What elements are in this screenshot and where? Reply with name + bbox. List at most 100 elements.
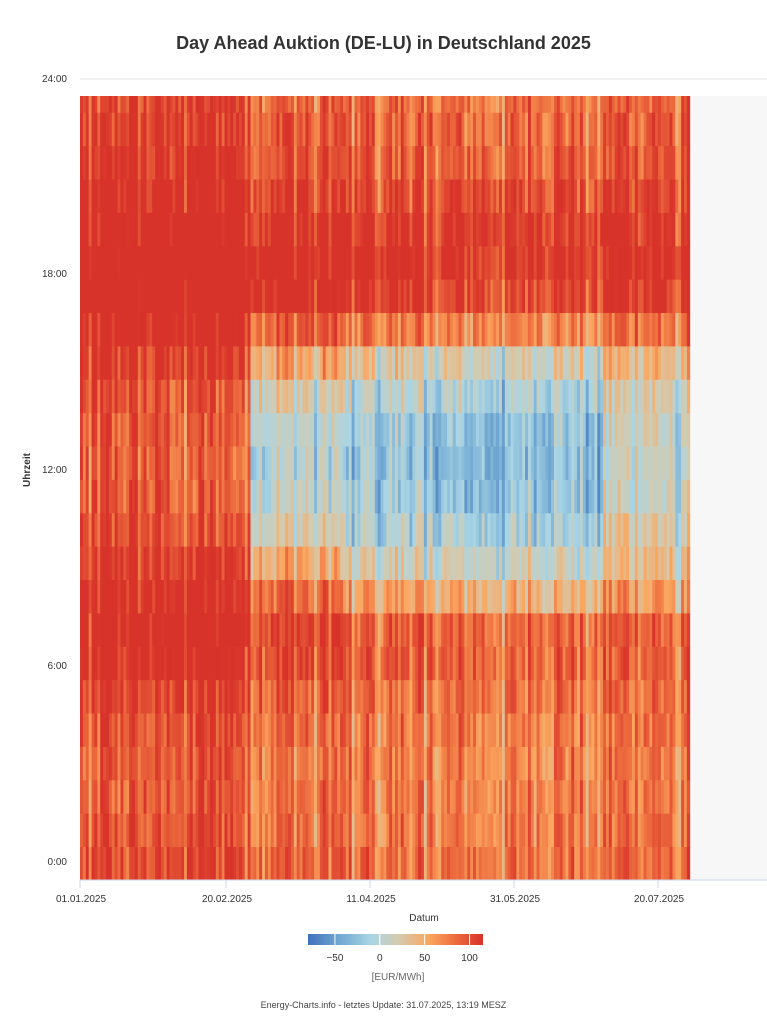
heatmap-cell: [267, 145, 272, 180]
heatmap-cell: [181, 813, 185, 848]
heatmap-cell: [577, 179, 581, 213]
heatmap-cell: [146, 379, 150, 414]
heatmap-cell: [444, 412, 448, 447]
heatmap-cell: [337, 245, 341, 280]
heatmap-cell: [643, 846, 647, 881]
heatmap-cell: [88, 245, 92, 280]
heatmap-cell: [458, 779, 462, 814]
heatmap-cell: [551, 579, 555, 614]
heatmap-cell: [259, 546, 263, 581]
heatmap-cell: [371, 646, 376, 681]
heatmap-cell: [137, 96, 142, 113]
heatmap-cell: [302, 112, 306, 147]
heatmap-cell: [331, 779, 335, 814]
heatmap-cell: [276, 512, 280, 547]
heatmap-cell: [501, 412, 506, 447]
heatmap-cell: [533, 746, 538, 781]
heatmap-cell: [545, 312, 549, 347]
heatmap-cell: [149, 779, 153, 814]
heatmap-cell: [663, 96, 668, 113]
heatmap-cell: [634, 96, 639, 113]
heatmap-cell: [299, 379, 303, 414]
heatmap-cell: [655, 112, 659, 147]
heatmap-cell: [160, 546, 165, 581]
heatmap-cell: [600, 312, 604, 347]
heatmap-cell: [270, 379, 275, 414]
heatmap-cell: [241, 379, 246, 414]
heatmap-cell: [600, 96, 604, 113]
heatmap-cell: [637, 646, 642, 681]
heatmap-cell: [530, 412, 535, 447]
heatmap-cell: [548, 412, 552, 447]
heatmap-cell: [264, 479, 269, 514]
heatmap-cell: [591, 245, 595, 280]
heatmap-cell: [241, 412, 246, 447]
heatmap-cell: [337, 813, 341, 848]
heatmap-cell: [256, 613, 260, 647]
heatmap-cell: [675, 746, 679, 781]
heatmap-cell: [499, 613, 503, 647]
heatmap-cell: [432, 679, 436, 714]
heatmap-cell: [438, 279, 442, 314]
heatmap-cell: [496, 546, 500, 581]
heatmap-cell: [432, 245, 436, 280]
heatmap-cell: [475, 112, 480, 147]
heatmap-cell: [522, 212, 526, 247]
heatmap-cell: [276, 346, 280, 380]
heatmap-cell: [617, 846, 621, 881]
heatmap-cell: [481, 279, 485, 314]
heatmap-cell: [429, 779, 433, 814]
heatmap-cell: [475, 713, 480, 747]
heatmap-cell: [351, 346, 355, 380]
heatmap-cell: [328, 579, 332, 614]
heatmap-cell: [215, 579, 220, 614]
heatmap-cell: [360, 379, 364, 414]
heatmap-cell: [658, 579, 662, 614]
heatmap-cell: [178, 379, 182, 414]
heatmap-cell: [403, 479, 407, 514]
heatmap-cell: [527, 746, 532, 781]
heatmap-cell: [412, 245, 416, 280]
heatmap-cell: [525, 613, 529, 647]
heatmap-cell: [507, 579, 512, 614]
heatmap-cell: [389, 446, 393, 480]
heatmap-cell: [108, 546, 113, 581]
heatmap-cell: [262, 846, 266, 881]
heatmap-cell: [406, 245, 410, 280]
heatmap-cell: [85, 779, 90, 814]
heatmap-cell: [328, 646, 332, 681]
heatmap-cell: [319, 346, 324, 380]
heatmap-cell: [582, 212, 587, 247]
heatmap-cell: [516, 212, 520, 247]
heatmap-cell: [551, 312, 555, 347]
heatmap-cell: [195, 546, 199, 581]
heatmap-cell: [487, 479, 491, 514]
heatmap-cell: [82, 679, 87, 714]
heatmap-cell: [484, 512, 488, 547]
heatmap-cell: [192, 412, 196, 447]
heatmap-cell: [588, 96, 592, 113]
heatmap-cell: [212, 96, 217, 113]
heatmap-cell: [389, 512, 393, 547]
heatmap-cell: [299, 613, 303, 647]
heatmap-cell: [126, 145, 130, 180]
heatmap-cell: [530, 346, 535, 380]
heatmap-cell: [256, 179, 260, 213]
heatmap-cell: [608, 579, 613, 614]
heatmap-cell: [363, 813, 367, 848]
heatmap-cell: [247, 779, 251, 814]
heatmap-cell: [134, 279, 139, 314]
heatmap-cell: [184, 579, 188, 614]
heatmap-cell: [400, 179, 405, 213]
heatmap-cell: [591, 346, 595, 380]
heatmap-cell: [120, 479, 124, 514]
heatmap-cell: [189, 546, 194, 581]
heatmap-cell: [172, 112, 176, 147]
heatmap-cell: [400, 96, 405, 113]
heatmap-cell: [611, 746, 616, 781]
heatmap-cell: [629, 546, 633, 581]
heatmap-cell: [345, 746, 350, 781]
heatmap-cell: [259, 112, 263, 147]
heatmap-cell: [400, 546, 405, 581]
heatmap-cell: [369, 813, 373, 848]
